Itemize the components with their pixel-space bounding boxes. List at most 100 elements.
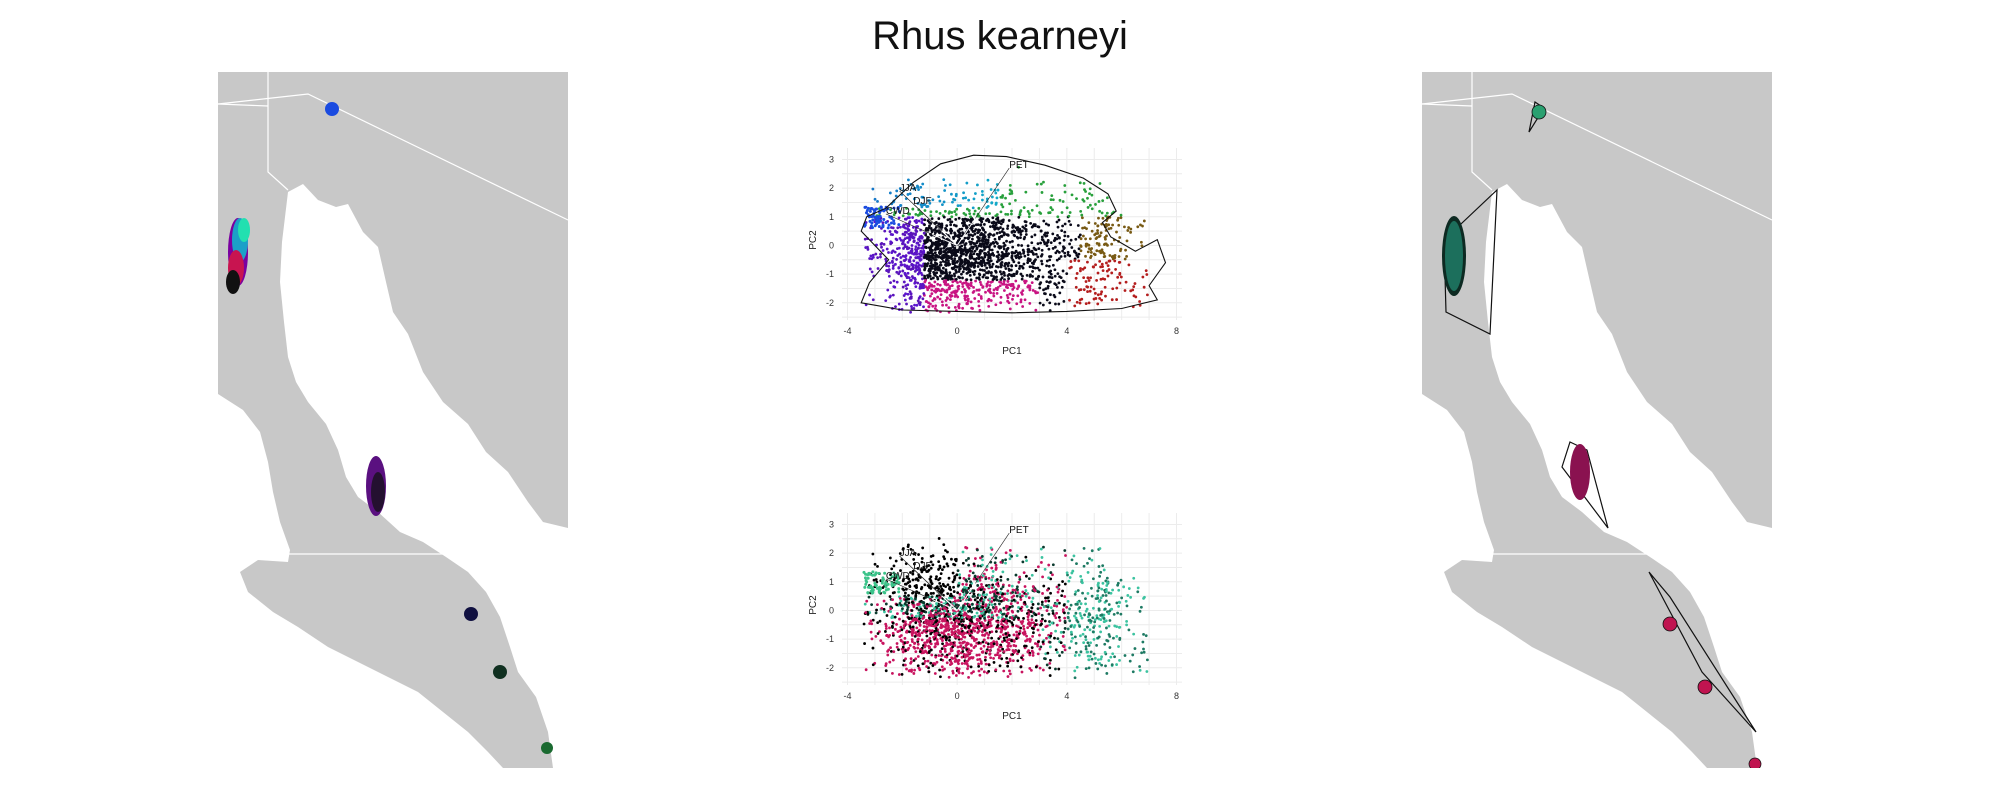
data-point — [969, 281, 973, 285]
data-point — [1125, 619, 1129, 623]
data-point — [884, 257, 888, 261]
data-point — [1010, 251, 1014, 254]
data-point — [1017, 261, 1021, 265]
data-point — [913, 269, 917, 273]
data-point — [1045, 624, 1049, 628]
data-point — [968, 240, 972, 244]
data-point — [990, 578, 994, 582]
data-point — [1046, 588, 1049, 592]
data-point — [964, 248, 968, 252]
data-point — [983, 231, 987, 234]
data-point — [999, 195, 1003, 199]
data-point — [1019, 255, 1023, 259]
data-point — [1063, 190, 1067, 194]
data-point — [888, 595, 892, 598]
data-point — [1046, 605, 1050, 609]
data-point — [1067, 219, 1071, 223]
data-point — [1105, 626, 1108, 630]
data-point — [980, 596, 983, 600]
data-point — [899, 569, 902, 572]
data-point — [1015, 585, 1019, 589]
data-point — [1048, 640, 1052, 644]
data-point — [1006, 592, 1009, 595]
data-point — [956, 591, 960, 595]
data-point — [901, 214, 905, 218]
data-point — [932, 591, 935, 595]
data-point — [1056, 215, 1060, 219]
data-point — [900, 672, 904, 676]
data-point — [947, 633, 950, 636]
data-point — [937, 222, 941, 226]
data-point — [1080, 581, 1084, 585]
data-point — [880, 241, 884, 245]
data-point — [958, 610, 962, 614]
data-point — [1074, 641, 1078, 645]
data-point — [1017, 215, 1021, 219]
data-point — [958, 622, 961, 626]
data-point — [932, 284, 936, 288]
data-point — [931, 276, 935, 280]
data-point — [977, 253, 981, 257]
data-point — [894, 262, 897, 266]
data-point — [1098, 259, 1102, 263]
data-point — [954, 217, 958, 221]
data-point — [1020, 609, 1024, 612]
data-point — [1132, 632, 1136, 636]
data-point — [1103, 642, 1107, 646]
data-point — [1033, 642, 1037, 645]
data-point — [982, 638, 986, 642]
data-point — [981, 235, 985, 239]
data-point — [919, 250, 923, 254]
data-point — [1041, 668, 1045, 672]
data-point — [990, 566, 994, 570]
data-point — [868, 257, 872, 260]
data-point — [1008, 605, 1012, 609]
data-point — [899, 238, 903, 242]
data-point — [955, 270, 958, 274]
data-point — [904, 600, 908, 603]
data-point — [938, 283, 942, 287]
data-point — [992, 656, 995, 660]
data-point — [1070, 246, 1074, 249]
data-point — [976, 235, 979, 239]
data-point — [935, 229, 939, 233]
data-point — [912, 307, 916, 310]
data-point — [939, 623, 943, 627]
data-point — [1040, 603, 1044, 606]
data-point — [1063, 616, 1067, 620]
data-point — [930, 653, 934, 657]
data-point — [1126, 594, 1130, 597]
data-point — [928, 224, 931, 228]
data-point — [1042, 584, 1046, 588]
data-point — [1011, 649, 1015, 652]
data-point — [950, 656, 954, 660]
y-tick-label: 2 — [829, 548, 834, 558]
data-point — [870, 226, 874, 230]
data-point — [923, 276, 927, 280]
data-point — [1136, 590, 1140, 594]
data-point — [874, 222, 878, 226]
data-point — [1106, 581, 1109, 585]
data-point — [930, 217, 934, 221]
data-point — [965, 181, 969, 185]
data-point — [924, 610, 928, 614]
data-point — [957, 604, 960, 607]
data-point — [940, 665, 944, 669]
data-point — [988, 625, 991, 628]
data-point — [920, 557, 924, 560]
data-point — [930, 288, 934, 292]
data-point — [988, 621, 992, 625]
data-point — [1090, 558, 1094, 562]
data-point — [1080, 578, 1084, 582]
data-point — [939, 572, 943, 576]
data-point — [1048, 620, 1051, 623]
data-point — [1096, 293, 1100, 297]
data-point — [938, 238, 941, 242]
data-point — [874, 219, 878, 223]
vector-leader — [913, 568, 943, 597]
data-point — [1005, 283, 1009, 287]
data-point — [1063, 619, 1067, 623]
data-point — [914, 614, 918, 618]
data-point — [1048, 258, 1052, 262]
data-point — [1049, 269, 1053, 273]
